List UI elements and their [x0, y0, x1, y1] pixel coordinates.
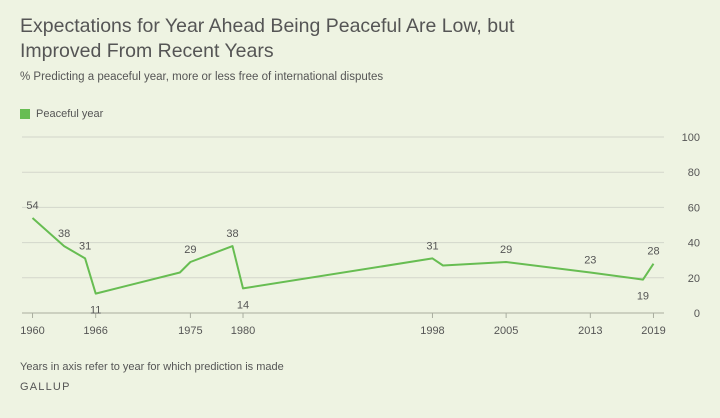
data-label: 23 [584, 255, 596, 267]
y-tick-label: 20 [688, 273, 700, 285]
x-tick-label: 1998 [420, 325, 444, 337]
data-label: 29 [184, 244, 196, 256]
x-tick-label: 2013 [578, 325, 602, 337]
data-label: 38 [226, 228, 238, 240]
data-label: 31 [79, 240, 91, 252]
x-tick-label: 1966 [83, 325, 107, 337]
data-label: 54 [26, 200, 38, 212]
footnote: Years in axis refer to year for which pr… [20, 361, 284, 373]
data-label: 29 [500, 244, 512, 256]
x-tick-label: 2005 [494, 325, 518, 337]
legend: Peaceful year [20, 108, 103, 120]
chart-title: Expectations for Year Ahead Being Peacef… [20, 15, 515, 62]
data-label: 19 [637, 291, 649, 303]
x-tick-label: 1960 [20, 325, 44, 337]
x-tick-label: 2019 [641, 325, 665, 337]
data-label: 38 [58, 228, 70, 240]
series-line-peaceful-year [31, 217, 655, 295]
data-label: 14 [237, 299, 249, 311]
y-tick-label: 100 [682, 132, 700, 144]
source-label: GALLUP [20, 381, 71, 393]
y-tick-label: 40 [688, 238, 700, 250]
data-label: 11 [90, 305, 101, 317]
chart-subtitle: % Predicting a peaceful year, more or le… [20, 71, 384, 83]
legend-label: Peaceful year [36, 108, 104, 120]
x-tick-label: 1980 [231, 325, 255, 337]
x-tick-label: 1975 [178, 325, 202, 337]
legend-swatch [20, 109, 30, 119]
data-label: 28 [647, 246, 659, 258]
y-tick-label: 60 [688, 202, 700, 214]
y-tick-label: 0 [694, 308, 700, 320]
y-tick-label: 80 [688, 167, 700, 179]
data-label: 31 [426, 240, 438, 252]
